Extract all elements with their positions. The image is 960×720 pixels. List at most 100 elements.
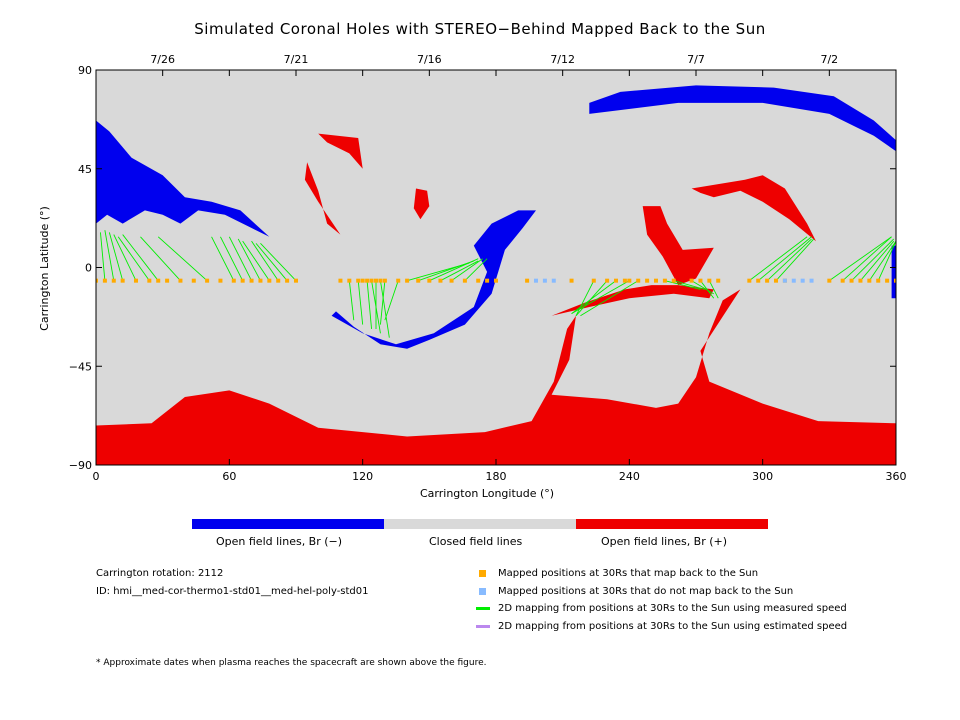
mapped-point-61 [840, 278, 845, 283]
legend-mapped-label: Mapped positions at 30Rs that map back t… [498, 568, 759, 579]
mapped-point-22 [356, 278, 361, 283]
mapping-line-48 [868, 240, 896, 281]
mapping-line-3 [113, 234, 137, 281]
mapped-point-26 [374, 278, 378, 283]
coronal-hole-negative-1 [589, 85, 896, 152]
mapped-point-67 [894, 278, 896, 283]
legend-measured-label: 2D mapping from positions at 30Rs to the… [498, 603, 847, 614]
mapped-point-7 [165, 278, 170, 283]
mapping-line-26 [429, 258, 479, 282]
mapped-point-37 [485, 278, 490, 283]
mapping-line-22 [379, 280, 386, 325]
legend-mapped-swatch [479, 570, 486, 577]
mapped-point-65 [876, 278, 881, 283]
mapped-point-18 [285, 278, 290, 283]
mapping-line-23 [384, 280, 399, 321]
mapping-line-16 [348, 280, 355, 321]
coronal-hole-positive-5 [318, 133, 363, 169]
mapped-point-38 [494, 278, 498, 283]
colorbar-positive [576, 519, 768, 529]
colorbar-label-negative: Open field lines, Br (−) [216, 535, 343, 548]
date-tick-label: 7/12 [550, 53, 575, 66]
mapped-point-30 [405, 278, 410, 283]
mapping-line-9 [220, 236, 244, 281]
mapping-line-10 [228, 236, 252, 281]
legend-estimated-label: 2D mapping from positions at 30Rs to the… [498, 621, 848, 632]
mapping-line-39 [708, 280, 719, 299]
mapped-point-40 [569, 278, 574, 283]
y-tick-label: −45 [69, 360, 92, 373]
mapped-point-66 [885, 278, 890, 283]
mapping-line-14 [255, 243, 288, 281]
mapped-point-47 [645, 278, 650, 283]
mapping-line-35 [664, 280, 701, 290]
mapping-line-32 [571, 280, 617, 314]
y-tick-label: 45 [78, 163, 92, 176]
mapped-point-39 [525, 278, 530, 283]
mapped-point-51 [689, 278, 694, 283]
mapped-point-12 [231, 278, 236, 283]
y-tick-label: 0 [85, 262, 92, 275]
mapping-line-29 [464, 258, 488, 281]
mapped-point-48 [654, 278, 658, 283]
mapped-point-58 [774, 278, 778, 283]
mapped-point-54 [716, 278, 721, 283]
mapped-point-17 [276, 278, 281, 283]
mapped-point-4 [134, 278, 138, 283]
mapping-line-18 [366, 280, 373, 329]
mapped-point-42 [605, 278, 610, 283]
carrington-rotation-text: Carrington rotation: 2112 [96, 568, 224, 579]
coronal-hole-positive-7 [413, 188, 430, 220]
mapped-point-23 [360, 278, 365, 283]
x-tick-label: 300 [752, 470, 773, 483]
mapped-point-52 [698, 278, 703, 283]
mapped-point-16 [267, 278, 272, 283]
y-tick-label: −90 [69, 459, 92, 472]
mapping-line-25 [418, 260, 474, 282]
unmapped-point-3 [782, 278, 787, 283]
coronal-hole-negative-2 [331, 210, 536, 349]
mapped-point-20 [338, 278, 343, 283]
mapped-point-28 [382, 278, 387, 283]
y-tick-label: 90 [78, 64, 92, 77]
mapping-line-42 [766, 238, 812, 281]
mapped-point-5 [147, 278, 152, 283]
mapped-point-6 [156, 278, 161, 283]
mapping-line-38 [700, 280, 715, 299]
x-tick-label: 0 [93, 470, 100, 483]
legend-measured-line [476, 607, 490, 610]
unmapped-point-5 [800, 278, 805, 283]
x-tick-label: 120 [352, 470, 373, 483]
mapping-line-36 [673, 280, 706, 290]
coronal-hole-negative-0 [96, 120, 270, 237]
footnote: * Approximate dates when plasma reaches … [96, 658, 487, 668]
chart-title: Simulated Coronal Holes with STEREO−Behi… [194, 20, 766, 38]
mapping-line-41 [757, 236, 812, 282]
coronal-hole-positive-6 [304, 162, 341, 235]
mapped-point-33 [438, 278, 443, 283]
mapped-point-44 [622, 278, 627, 283]
mapping-line-34 [580, 280, 639, 317]
mapped-point-15 [258, 278, 263, 283]
legend-estimated-line [476, 625, 490, 628]
mapped-point-43 [614, 278, 618, 283]
mapping-line-12 [242, 240, 270, 281]
mapped-point-64 [867, 278, 872, 283]
mapping-line-5 [122, 234, 159, 281]
mapped-point-14 [249, 278, 254, 283]
mapped-point-8 [178, 278, 183, 283]
mapping-line-4 [117, 236, 150, 281]
mapped-point-27 [378, 278, 383, 283]
mapped-point-21 [347, 278, 352, 283]
x-tick-label: 180 [486, 470, 507, 483]
mapped-point-32 [427, 278, 432, 283]
mapping-line-33 [571, 280, 630, 314]
unmapped-point-4 [791, 278, 796, 283]
mapping-line-0 [99, 232, 106, 281]
mapped-point-45 [627, 278, 632, 283]
date-tick-label: 7/7 [687, 53, 705, 66]
unmapped-point-2 [551, 278, 556, 283]
mapping-line-30 [575, 280, 595, 316]
mapping-line-21 [379, 280, 390, 338]
